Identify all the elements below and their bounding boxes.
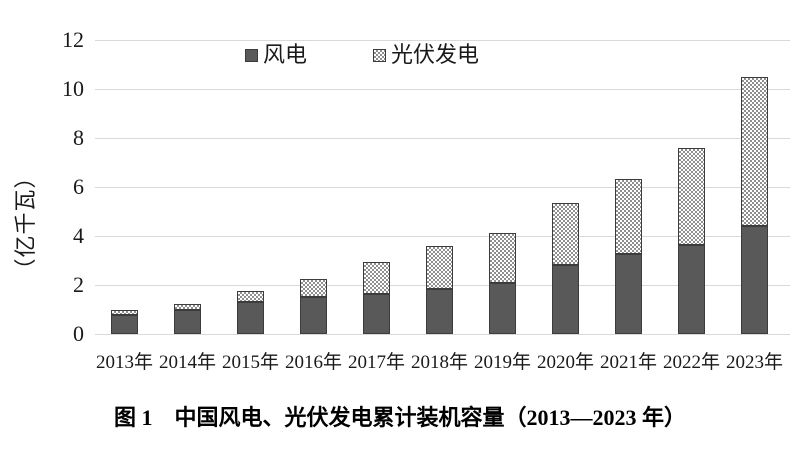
y-tick-label-8: 8 <box>73 125 84 150</box>
x-tick-label-2021年: 2021年 <box>599 352 657 373</box>
x-tick-label-2020年: 2020年 <box>536 352 594 373</box>
bar-solar-2018年 <box>426 246 453 289</box>
y-tick-label-0: 0 <box>73 321 84 346</box>
x-tick-label-2017年: 2017年 <box>347 352 405 373</box>
gridline-y-12 <box>95 40 790 41</box>
gridline-y-10 <box>95 89 790 90</box>
gridline-y-0 <box>95 334 790 335</box>
bar-wind-2020年 <box>552 265 579 334</box>
bar-wind-2013年 <box>111 315 138 334</box>
bar-solar-2017年 <box>363 261 390 294</box>
bar-wind-2017年 <box>363 293 390 334</box>
bar-solar-2020年 <box>552 203 579 266</box>
legend-item-solar: 光伏发电 <box>373 44 479 66</box>
legend-item-wind: 风电 <box>245 44 307 66</box>
x-tick-label-2014年: 2014年 <box>158 352 216 373</box>
y-tick-label-12: 12 <box>62 27 84 52</box>
bar-solar-2019年 <box>489 232 516 283</box>
y-tick-label-10: 10 <box>62 76 84 101</box>
bar-solar-2015年 <box>237 291 264 302</box>
x-tick-label-2015年: 2015年 <box>221 352 279 373</box>
x-tick-label-2019年: 2019年 <box>473 352 531 373</box>
bar-solar-2016年 <box>300 278 327 298</box>
x-tick-label-2023年: 2023年 <box>725 352 783 373</box>
gridline-y-6 <box>95 187 790 188</box>
solar-swatch-icon <box>373 48 387 62</box>
x-tick-label-2016年: 2016年 <box>284 352 342 373</box>
bar-solar-2014年 <box>174 303 201 311</box>
bar-solar-2013年 <box>111 310 138 316</box>
y-tick-label-4: 4 <box>73 223 84 248</box>
x-tick-label-2018年: 2018年 <box>410 352 468 373</box>
bar-wind-2022年 <box>678 244 705 334</box>
bar-solar-2022年 <box>678 148 705 245</box>
legend-label-solar: 光伏发电 <box>391 42 480 67</box>
bar-wind-2018年 <box>426 288 453 334</box>
bar-solar-2021年 <box>615 178 642 254</box>
chart-legend: 风电 光伏发电 <box>245 44 479 66</box>
bar-wind-2023年 <box>741 225 768 334</box>
y-tick-label-6: 6 <box>73 174 84 199</box>
bar-wind-2016年 <box>300 297 327 334</box>
x-tick-label-2013年: 2013年 <box>95 352 153 373</box>
gridline-y-4 <box>95 236 790 237</box>
bar-wind-2021年 <box>615 253 642 334</box>
figure-caption: 图 1 中国风电、光伏发电累计装机容量（2013—2023 年） <box>113 405 686 430</box>
wind-swatch-icon <box>245 48 258 62</box>
x-tick-label-2022年: 2022年 <box>662 352 720 373</box>
bar-wind-2015年 <box>237 301 264 334</box>
y-tick-label-2: 2 <box>73 272 84 297</box>
legend-label-wind: 风电 <box>263 42 308 67</box>
gridline-y-8 <box>95 138 790 139</box>
bar-solar-2023年 <box>741 76 768 226</box>
bar-wind-2019年 <box>489 282 516 334</box>
bar-wind-2014年 <box>174 310 201 334</box>
